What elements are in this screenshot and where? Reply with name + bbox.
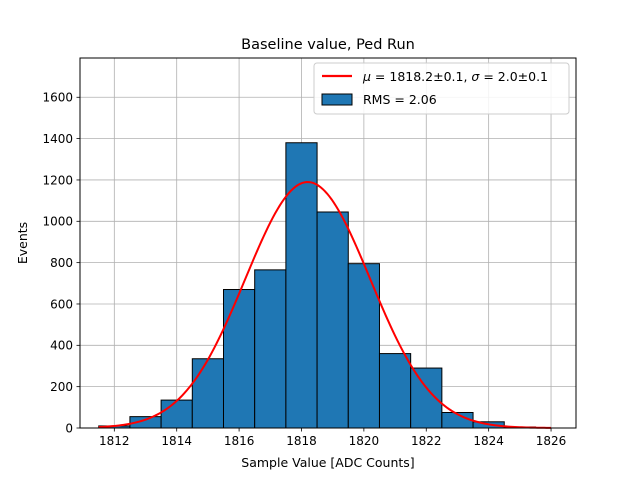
y-axis-ticks: 0 200 400 600 800 1000 1200 1400 1600 <box>42 91 80 435</box>
fit-curve <box>98 181 552 429</box>
chart-title: Baseline value, Ped Run <box>241 37 415 53</box>
histogram-bar <box>378 353 412 429</box>
y-tick-label: 400 <box>50 339 73 353</box>
legend-hist-label: RMS = 2.06 <box>363 92 437 107</box>
x-tick-label: 1812 <box>99 434 130 448</box>
histogram-bar <box>191 358 224 429</box>
x-axis-ticks: 1812 1814 1816 1818 1820 1822 1824 1826 <box>99 428 566 448</box>
plot-area-frame <box>79 57 577 429</box>
y-tick-label: 1200 <box>42 173 73 187</box>
y-tick-label: 800 <box>50 256 73 270</box>
histogram-bar <box>316 211 349 429</box>
x-tick-label: 1824 <box>473 434 504 448</box>
x-tick-label: 1816 <box>224 434 255 448</box>
x-tick-label: 1814 <box>161 434 192 448</box>
x-tick-label: 1822 <box>411 434 442 448</box>
y-tick-label: 1000 <box>42 215 73 229</box>
x-tick-label: 1818 <box>286 434 317 448</box>
histogram-bar <box>222 289 256 429</box>
legend-hist-swatch <box>321 93 353 106</box>
x-axis-label: Sample Value [ADC Counts] <box>241 455 414 470</box>
y-tick-label: 0 <box>65 421 73 435</box>
histogram-bar <box>160 399 193 429</box>
y-tick-label: 200 <box>50 380 73 394</box>
histogram-bar <box>285 142 318 429</box>
gaussian-fit <box>98 181 552 429</box>
y-tick-label: 1600 <box>42 91 73 105</box>
histogram-bar <box>254 269 287 429</box>
y-axis-label: Events <box>15 222 30 264</box>
legend-fit-label: μ = 1818.2±0.1, σ = 2.0±0.1 <box>362 69 548 84</box>
legend: μ = 1818.2±0.1, σ = 2.0±0.1 RMS = 2.06 <box>313 62 570 115</box>
x-tick-label: 1820 <box>349 434 380 448</box>
y-tick-label: 600 <box>50 297 73 311</box>
x-tick-label: 1826 <box>536 434 567 448</box>
y-tick-label: 1400 <box>42 132 73 146</box>
legend-box <box>313 62 570 115</box>
